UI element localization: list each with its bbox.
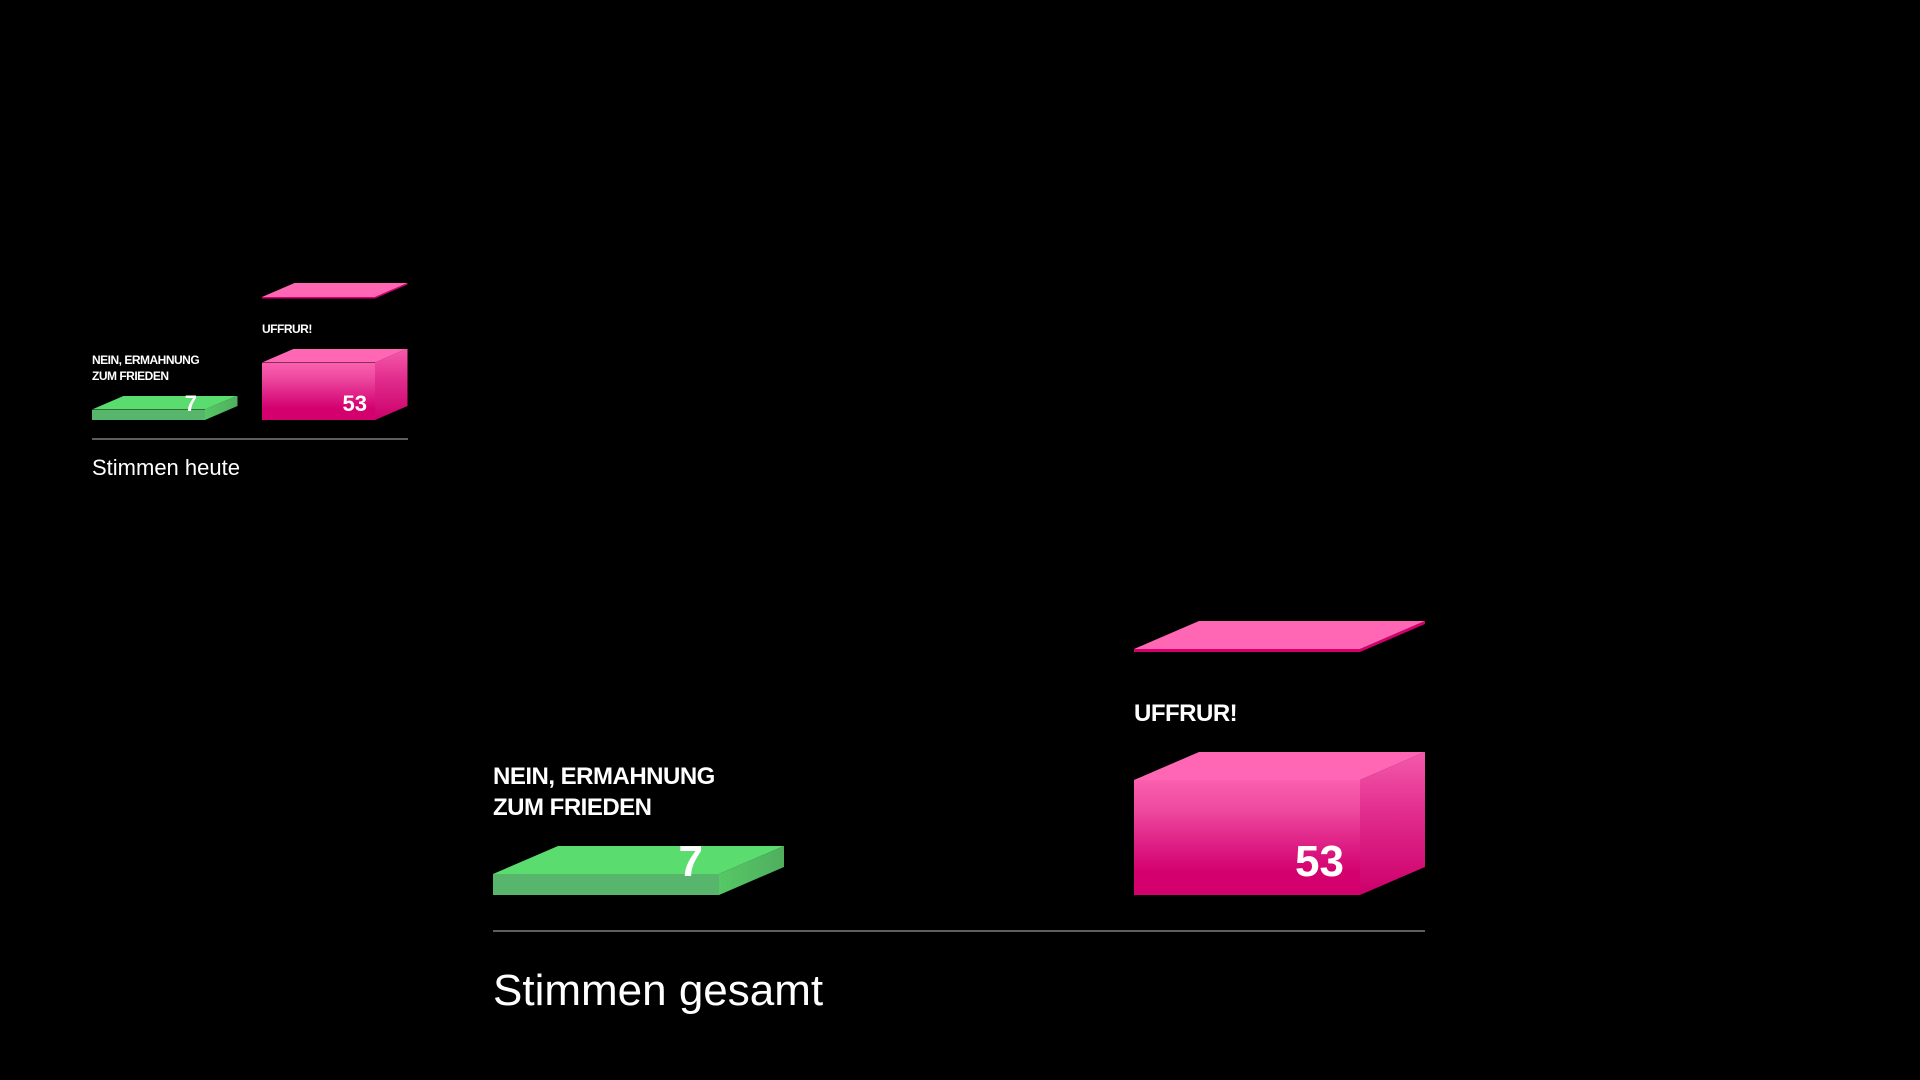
bar-front-uffrur — [1134, 780, 1360, 895]
bar-top-nein — [92, 395, 238, 410]
value-label-nein: 7 — [184, 391, 197, 416]
value-label-uffrur: 53 — [1295, 837, 1344, 886]
bar-lid-top-uffrur — [1134, 621, 1425, 649]
bar-front-nein — [92, 409, 205, 420]
chart-caption: Stimmen heute — [92, 455, 240, 480]
category-label-uffrur: UFFRUR! — [1134, 700, 1238, 727]
bar-top-uffrur — [262, 348, 408, 363]
bar-front-nein — [493, 874, 719, 895]
baseline-divider — [493, 930, 1425, 932]
baseline-divider — [92, 437, 408, 440]
bar-side-uffrur — [1360, 752, 1425, 895]
value-label-nein: 7 — [678, 837, 703, 886]
value-label-uffrur: 53 — [342, 391, 367, 416]
category-label-nein: NEIN, ERMAHNUNG ZUM FRIEDEN — [493, 763, 715, 821]
category-label-nein: NEIN, ERMAHNUNG ZUM FRIEDEN — [92, 353, 200, 383]
chart-caption: Stimmen gesamt — [493, 966, 824, 1015]
bar-lid-top-uffrur — [262, 283, 408, 297]
bar-front-uffrur — [262, 362, 375, 420]
category-label-uffrur: UFFRUR! — [262, 321, 312, 336]
bar-side-uffrur — [375, 348, 408, 420]
